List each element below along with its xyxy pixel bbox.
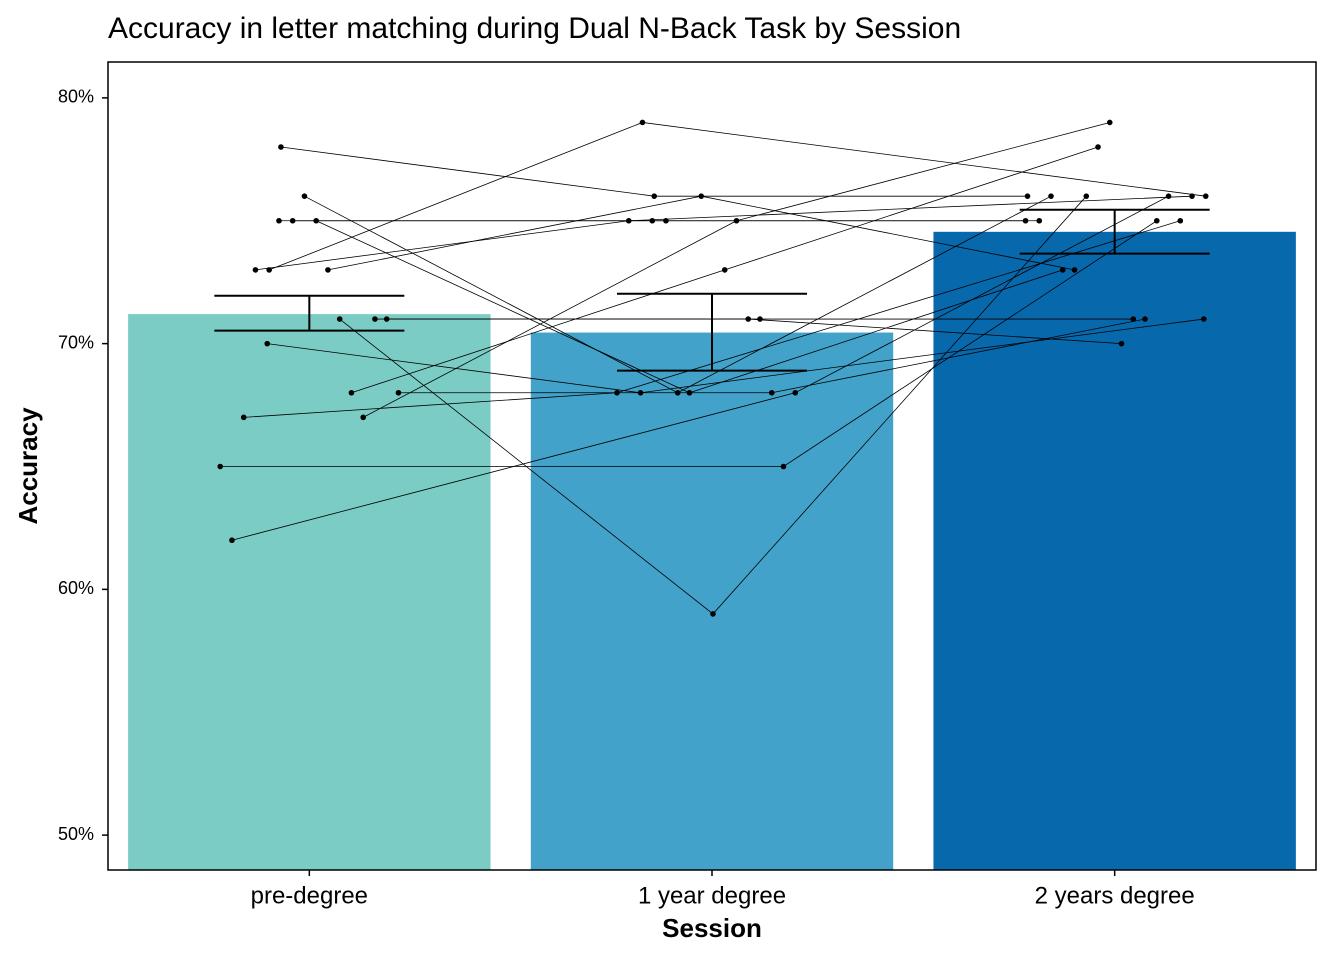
subject-point xyxy=(395,389,402,396)
subject-point xyxy=(240,414,247,421)
x-axis-title: Session xyxy=(662,913,762,943)
subject-point xyxy=(1153,217,1160,224)
subject-point xyxy=(229,537,235,544)
subject-point xyxy=(1130,316,1137,322)
subject-point xyxy=(278,144,284,150)
plot-border xyxy=(107,61,1317,871)
subject-line xyxy=(280,146,1028,197)
subject-point xyxy=(1165,193,1172,199)
error-bar xyxy=(214,294,405,332)
subject-point xyxy=(217,463,224,470)
subject-point xyxy=(383,316,390,322)
subject-point xyxy=(721,267,728,273)
subject-point xyxy=(792,389,799,396)
subject-point xyxy=(780,463,787,470)
y-tick-label: 60% xyxy=(58,578,94,598)
subject-point xyxy=(276,217,282,224)
error-bar xyxy=(617,292,807,372)
subject-point xyxy=(1071,267,1078,273)
bar xyxy=(128,314,491,871)
subject-point xyxy=(1106,119,1113,126)
subject-point xyxy=(336,316,343,322)
x-tick-label: pre-degree xyxy=(251,882,368,909)
bar xyxy=(933,231,1296,870)
subject-point xyxy=(651,193,658,199)
subject-point xyxy=(325,267,331,273)
subject-point xyxy=(637,389,644,396)
subject-point xyxy=(264,340,271,347)
subject-point xyxy=(372,316,378,322)
x-tick-label: 1 year degree xyxy=(638,882,786,909)
subject-point xyxy=(1142,316,1148,322)
subject-point xyxy=(1095,144,1101,150)
y-tick-label: 70% xyxy=(58,332,94,352)
subject-point xyxy=(1048,193,1054,199)
subject-point xyxy=(614,389,620,396)
subject-point xyxy=(639,119,646,126)
subject-point xyxy=(710,611,716,617)
subject-point xyxy=(1177,217,1184,224)
error-bar xyxy=(1019,208,1210,255)
subject-point xyxy=(1202,193,1209,199)
subject-point xyxy=(1024,193,1031,199)
subject-point xyxy=(1189,193,1195,199)
x-tick-label: 2 years degree xyxy=(1035,882,1195,909)
subject-point xyxy=(698,193,705,199)
y-tick-label: 80% xyxy=(58,87,94,107)
y-axis-title: Accuracy xyxy=(13,407,43,525)
subject-point xyxy=(252,267,259,273)
subject-point xyxy=(768,389,775,396)
subject-point xyxy=(1036,217,1043,224)
subject-point xyxy=(301,193,308,199)
subject-point xyxy=(1059,267,1066,273)
subject-point xyxy=(360,414,366,421)
subject-point xyxy=(1118,340,1125,347)
subject-point xyxy=(757,316,763,322)
bar xyxy=(530,332,894,871)
subject-point xyxy=(1200,316,1207,322)
subject-point xyxy=(348,389,355,396)
subject-point xyxy=(649,217,656,224)
chart-title: Accuracy in letter matching during Dual … xyxy=(108,12,961,45)
subject-point xyxy=(1022,217,1029,224)
subject-point xyxy=(1083,193,1090,199)
y-tick-label: 50% xyxy=(58,824,94,844)
